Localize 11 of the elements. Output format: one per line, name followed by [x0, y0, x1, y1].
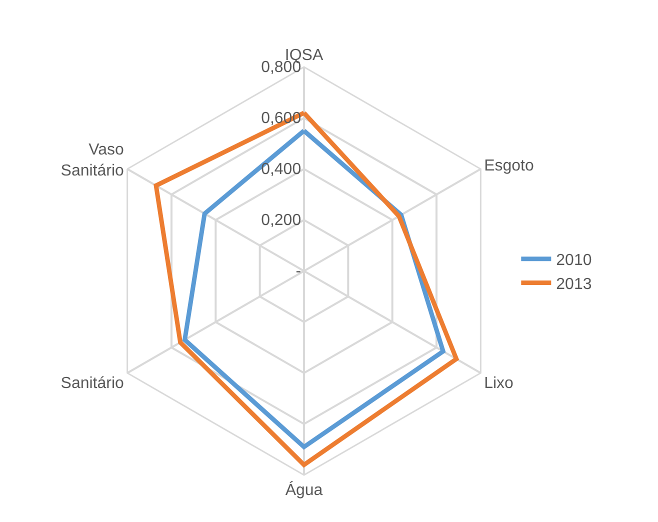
legend-label: 2010: [556, 252, 592, 270]
y-tick-label: 0,200: [261, 212, 302, 230]
y-tick-label: 0,800: [261, 59, 302, 76]
spoke-label: Água: [285, 480, 323, 499]
legend-label: 2013: [556, 276, 592, 293]
y-tick-label: 0,400: [261, 161, 302, 178]
spoke-label: Vaso Sanitário: [60, 142, 124, 180]
y-tick-label: -: [296, 263, 302, 280]
spoke-label: Lixo: [484, 374, 514, 392]
spoke-label: Esgoto: [484, 157, 534, 174]
spoke-label: Sanitário: [60, 374, 124, 392]
